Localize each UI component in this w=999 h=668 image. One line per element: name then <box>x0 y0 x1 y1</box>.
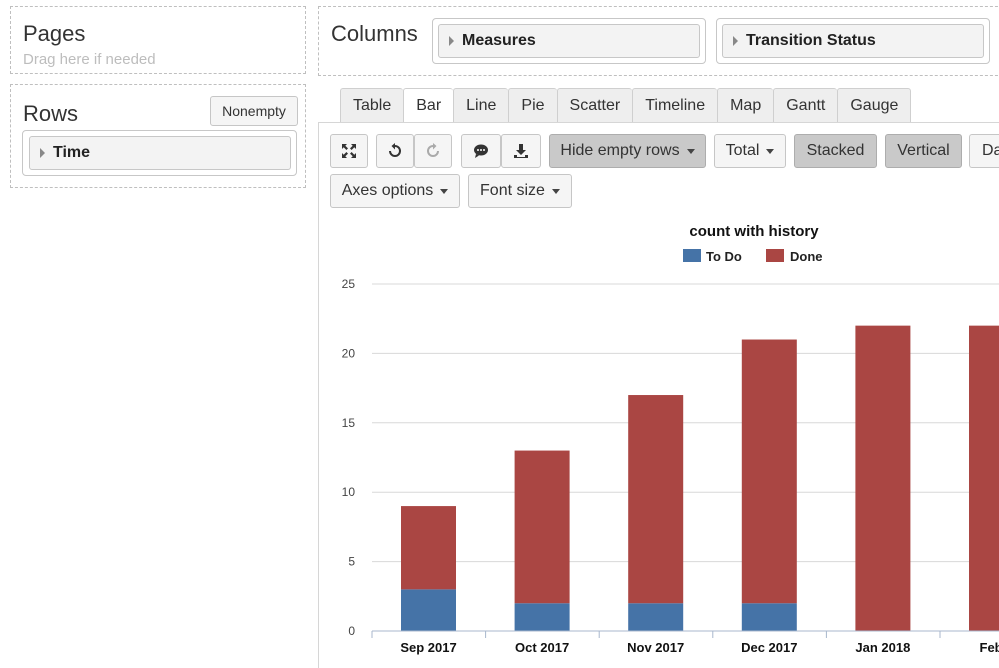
bar-todo[interactable] <box>514 603 570 631</box>
y-tick-label: 15 <box>342 416 356 430</box>
download-icon <box>514 144 528 158</box>
chevron-down-icon <box>766 148 775 154</box>
x-tick-label: Jan 2018 <box>855 640 910 655</box>
transition-status-label: Transition Status <box>746 32 876 49</box>
bar-done[interactable] <box>969 325 999 631</box>
hide-empty-rows-dropdown[interactable]: Hide empty rows <box>549 134 706 168</box>
font-size-label: Font size <box>480 182 545 199</box>
vertical-label: Vertical <box>897 142 950 159</box>
data-button-label: Da <box>982 142 999 159</box>
expand-caret-icon[interactable] <box>449 36 454 46</box>
legend-swatch-done <box>766 249 784 262</box>
chart-bars <box>401 325 999 631</box>
x-axis: Sep 2017 Oct 2017 Nov 2017 Dec 2017 Jan 2018… <box>371 630 999 655</box>
stacked-toggle[interactable]: Stacked <box>794 134 877 168</box>
axes-options-label: Axes options <box>341 182 434 199</box>
rows-dropzone[interactable]: Rows Nonempty Time <box>10 84 306 188</box>
comment-icon <box>474 144 488 158</box>
x-tick-label: Feb 2 <box>980 640 999 655</box>
bar-done[interactable] <box>741 339 797 604</box>
nonempty-button[interactable]: Nonempty <box>210 96 298 126</box>
bar-done[interactable] <box>401 506 456 590</box>
undo-button[interactable] <box>376 134 414 168</box>
tab-gauge[interactable]: Gauge <box>837 88 912 123</box>
legend-label-done: Done <box>790 249 823 264</box>
x-tick-label: Sep 2017 <box>400 640 456 655</box>
tab-table[interactable]: Table <box>340 88 404 123</box>
time-dimension[interactable]: Time <box>29 136 291 170</box>
chart-legend: To Do Done <box>683 249 823 264</box>
tab-scatter[interactable]: Scatter <box>556 88 633 123</box>
time-dimension-label: Time <box>53 144 91 161</box>
redo-icon <box>427 143 439 157</box>
measures-label: Measures <box>462 32 536 49</box>
legend-swatch-todo <box>683 249 701 262</box>
data-button-cut[interactable]: Da <box>969 134 999 168</box>
chevron-down-icon <box>440 188 449 194</box>
chart-type-tabs: Table Bar Line Pie Scatter Timeline Map … <box>340 88 912 123</box>
pages-title: Pages <box>23 21 86 46</box>
axes-options-dropdown[interactable]: Axes options <box>330 174 460 208</box>
rows-title: Rows <box>23 101 79 126</box>
bar-todo[interactable] <box>628 603 684 631</box>
comment-button[interactable] <box>461 134 501 168</box>
y-tick-label: 20 <box>342 346 356 360</box>
expand-icon <box>342 144 356 158</box>
font-size-dropdown[interactable]: Font size <box>468 174 572 208</box>
chevron-down-icon <box>686 148 695 154</box>
bar-done[interactable] <box>514 450 570 604</box>
legend-label-todo: To Do <box>706 249 742 264</box>
columns-title: Columns <box>331 21 418 46</box>
undo-icon <box>389 143 401 157</box>
y-tick-label: 10 <box>342 485 356 499</box>
stacked-label: Stacked <box>806 142 865 159</box>
bar-todo[interactable] <box>741 603 797 631</box>
expand-caret-icon[interactable] <box>733 36 738 46</box>
x-tick-label: Dec 2017 <box>741 640 797 655</box>
y-tick-label: 25 <box>342 277 356 291</box>
chart-panel <box>318 122 999 668</box>
bar-done[interactable] <box>855 325 911 631</box>
tab-map[interactable]: Map <box>717 88 774 123</box>
y-tick-label: 0 <box>348 624 355 638</box>
total-label: Total <box>725 142 760 159</box>
chart-title: count with history <box>689 223 819 240</box>
tab-pie[interactable]: Pie <box>508 88 557 123</box>
x-tick-label: Nov 2017 <box>627 640 684 655</box>
chevron-down-icon <box>551 188 560 194</box>
columns-dropzone[interactable]: Columns Measures Transition Status <box>318 6 999 76</box>
redo-button[interactable] <box>414 134 452 168</box>
tab-line[interactable]: Line <box>453 88 509 123</box>
total-dropdown[interactable]: Total <box>714 134 786 168</box>
hide-empty-rows-label: Hide empty rows <box>560 142 680 159</box>
transition-status-dimension[interactable]: Transition Status <box>722 24 984 58</box>
bar-todo[interactable] <box>401 589 456 631</box>
x-tick-label: Oct 2017 <box>515 640 569 655</box>
fullscreen-button[interactable] <box>330 134 368 168</box>
expand-caret-icon[interactable] <box>40 148 45 158</box>
download-button[interactable] <box>501 134 541 168</box>
tab-bar[interactable]: Bar <box>403 88 454 123</box>
nonempty-label: Nonempty <box>222 103 286 119</box>
pages-dropzone[interactable]: Pages Drag here if needed <box>10 6 306 74</box>
y-tick-label: 5 <box>348 555 355 569</box>
measures-dimension[interactable]: Measures <box>438 24 700 58</box>
bar-done[interactable] <box>628 395 684 604</box>
pages-hint: Drag here if needed <box>23 51 156 68</box>
vertical-toggle[interactable]: Vertical <box>885 134 962 168</box>
y-axis-labels: 0 5 10 15 20 25 <box>342 277 356 638</box>
